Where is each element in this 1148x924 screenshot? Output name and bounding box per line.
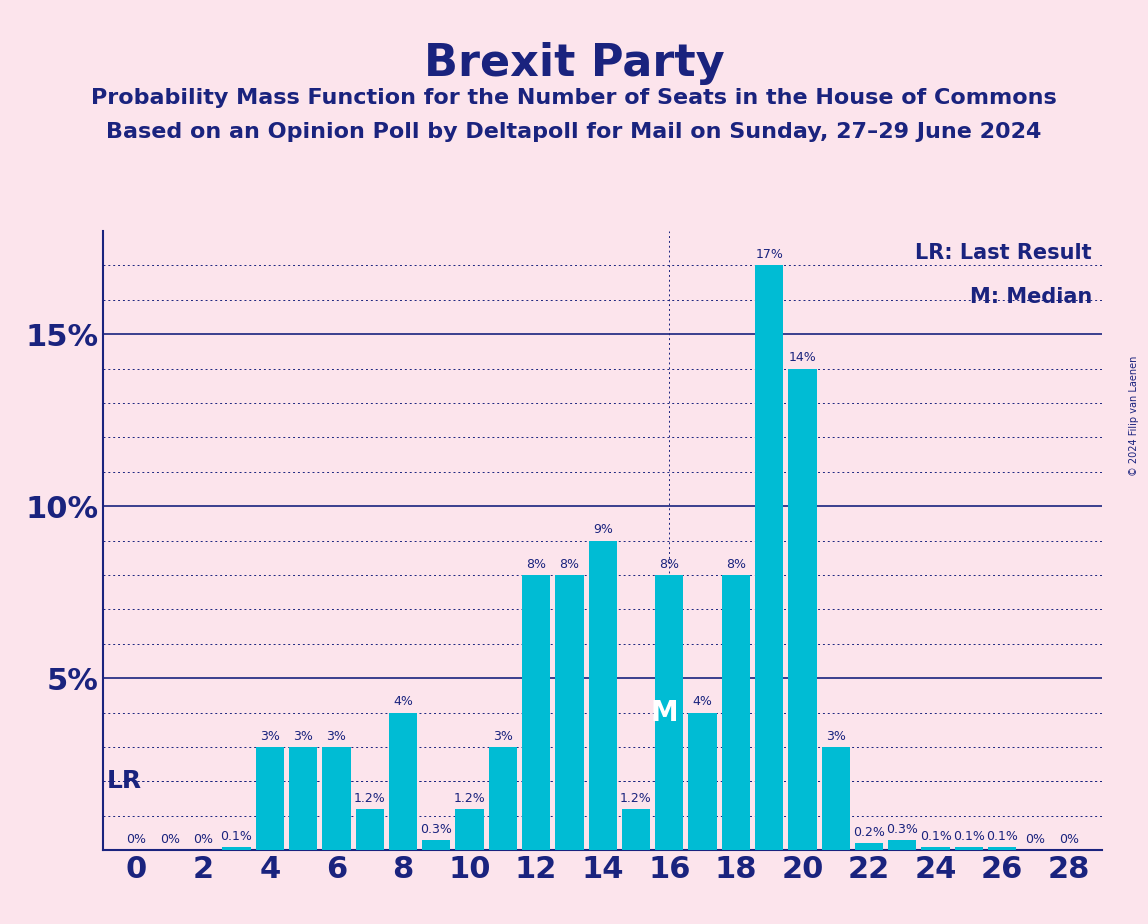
- Bar: [789, 369, 816, 850]
- Text: 14%: 14%: [789, 351, 816, 364]
- Text: 0%: 0%: [1025, 833, 1046, 846]
- Text: 8%: 8%: [659, 558, 680, 571]
- Text: 0%: 0%: [160, 833, 180, 846]
- Bar: [389, 712, 417, 850]
- Bar: [822, 747, 850, 850]
- Text: 4%: 4%: [393, 696, 413, 709]
- Text: Probability Mass Function for the Number of Seats in the House of Commons: Probability Mass Function for the Number…: [91, 88, 1057, 108]
- Text: 4%: 4%: [692, 696, 713, 709]
- Bar: [422, 840, 450, 850]
- Bar: [323, 747, 350, 850]
- Text: 0.1%: 0.1%: [920, 830, 952, 843]
- Bar: [722, 575, 750, 850]
- Bar: [256, 747, 284, 850]
- Bar: [922, 846, 949, 850]
- Bar: [356, 808, 383, 850]
- Bar: [855, 844, 883, 850]
- Bar: [656, 575, 683, 850]
- Text: M: Median: M: Median: [970, 286, 1092, 307]
- Bar: [755, 265, 783, 850]
- Text: 17%: 17%: [755, 249, 783, 261]
- Text: 0%: 0%: [193, 833, 214, 846]
- Text: LR: Last Result: LR: Last Result: [915, 243, 1092, 263]
- Bar: [456, 808, 483, 850]
- Text: © 2024 Filip van Laenen: © 2024 Filip van Laenen: [1130, 356, 1139, 476]
- Text: 9%: 9%: [592, 523, 613, 537]
- Bar: [289, 747, 317, 850]
- Bar: [489, 747, 517, 850]
- Bar: [522, 575, 550, 850]
- Text: 0.3%: 0.3%: [886, 822, 918, 835]
- Text: 3%: 3%: [259, 730, 280, 743]
- Text: 0.3%: 0.3%: [420, 822, 452, 835]
- Bar: [889, 840, 916, 850]
- Text: LR: LR: [107, 770, 141, 794]
- Text: Based on an Opinion Poll by Deltapoll for Mail on Sunday, 27–29 June 2024: Based on an Opinion Poll by Deltapoll fo…: [107, 122, 1041, 142]
- Bar: [589, 541, 616, 850]
- Bar: [988, 846, 1016, 850]
- Text: 0.1%: 0.1%: [953, 830, 985, 843]
- Text: 8%: 8%: [559, 558, 580, 571]
- Text: 3%: 3%: [293, 730, 313, 743]
- Text: 0.1%: 0.1%: [986, 830, 1018, 843]
- Text: M: M: [651, 699, 678, 726]
- Bar: [223, 846, 250, 850]
- Bar: [955, 846, 983, 850]
- Text: 0%: 0%: [1058, 833, 1079, 846]
- Bar: [622, 808, 650, 850]
- Text: 1.2%: 1.2%: [620, 792, 652, 805]
- Text: 0%: 0%: [126, 833, 147, 846]
- Text: 1.2%: 1.2%: [354, 792, 386, 805]
- Bar: [556, 575, 583, 850]
- Text: Brexit Party: Brexit Party: [424, 42, 724, 85]
- Bar: [689, 712, 716, 850]
- Text: 0.1%: 0.1%: [220, 830, 253, 843]
- Text: 0.2%: 0.2%: [853, 826, 885, 839]
- Text: 3%: 3%: [492, 730, 513, 743]
- Text: 8%: 8%: [526, 558, 546, 571]
- Text: 3%: 3%: [825, 730, 846, 743]
- Text: 1.2%: 1.2%: [453, 792, 486, 805]
- Text: 8%: 8%: [726, 558, 746, 571]
- Text: 3%: 3%: [326, 730, 347, 743]
